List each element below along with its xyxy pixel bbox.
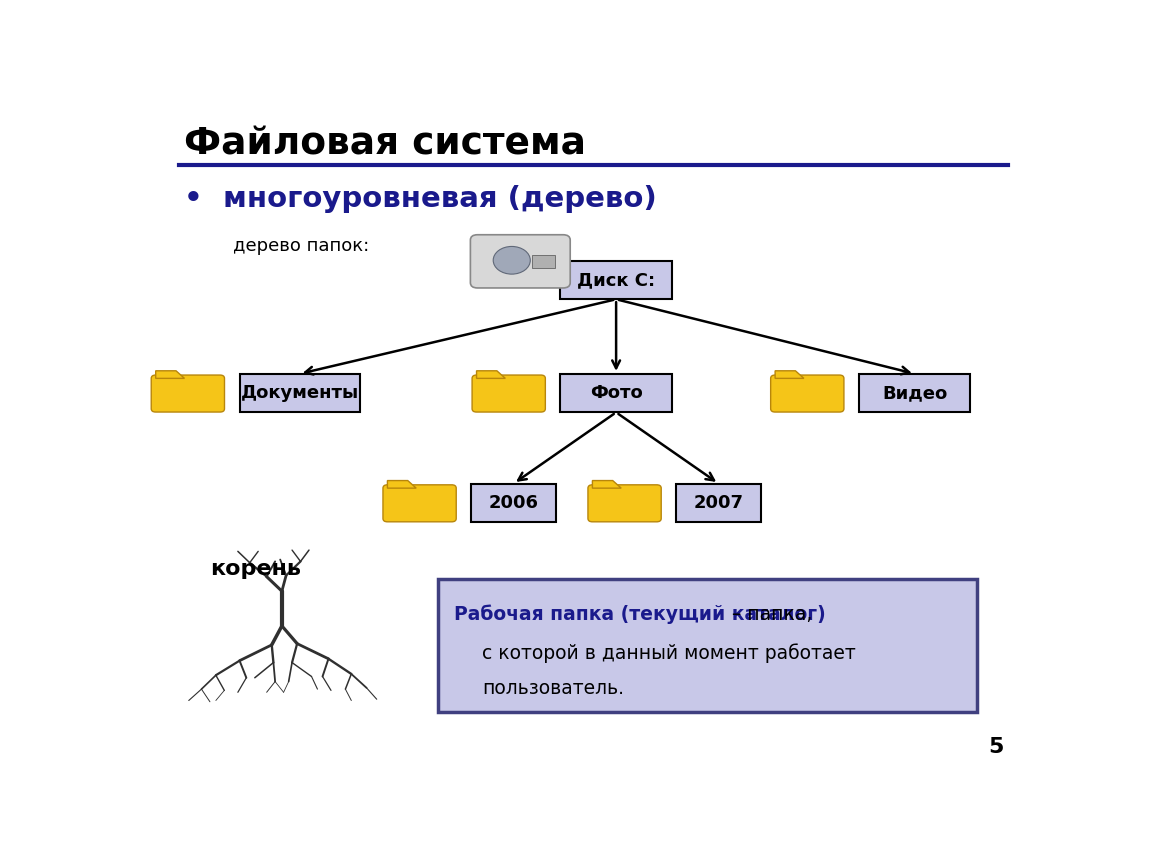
FancyBboxPatch shape: [859, 374, 971, 412]
FancyBboxPatch shape: [472, 484, 555, 522]
Text: пользователь.: пользователь.: [483, 679, 624, 698]
FancyBboxPatch shape: [770, 375, 844, 412]
Polygon shape: [155, 371, 184, 378]
FancyBboxPatch shape: [560, 261, 672, 299]
Text: дерево папок:: дерево папок:: [232, 237, 369, 255]
FancyBboxPatch shape: [438, 580, 978, 713]
Polygon shape: [476, 371, 505, 378]
Polygon shape: [775, 371, 804, 378]
FancyBboxPatch shape: [383, 485, 457, 522]
FancyBboxPatch shape: [560, 374, 672, 412]
Text: Видео: Видео: [882, 384, 948, 402]
FancyBboxPatch shape: [470, 235, 570, 288]
Polygon shape: [388, 480, 416, 488]
Text: – папка,: – папка,: [726, 605, 812, 624]
Text: Рабочая папка (текущий каталог): Рабочая папка (текущий каталог): [454, 605, 826, 624]
Text: с которой в данный момент работает: с которой в данный момент работает: [483, 643, 856, 663]
Text: 2007: 2007: [693, 494, 744, 511]
FancyBboxPatch shape: [588, 485, 661, 522]
FancyBboxPatch shape: [152, 375, 224, 412]
FancyBboxPatch shape: [239, 374, 360, 412]
FancyBboxPatch shape: [531, 255, 554, 268]
FancyBboxPatch shape: [473, 375, 545, 412]
Polygon shape: [592, 480, 621, 488]
Text: •  многоуровневая (дерево): • многоуровневая (дерево): [184, 185, 657, 213]
Text: Фото: Фото: [590, 384, 643, 402]
FancyBboxPatch shape: [676, 484, 761, 522]
Text: 5: 5: [989, 737, 1004, 757]
Text: Диск С:: Диск С:: [577, 271, 655, 289]
Text: Файловая система: Файловая система: [184, 127, 585, 163]
Text: Документы: Документы: [240, 384, 359, 402]
Text: 2006: 2006: [489, 494, 538, 511]
Text: корень: корень: [210, 559, 301, 580]
Circle shape: [493, 246, 530, 274]
